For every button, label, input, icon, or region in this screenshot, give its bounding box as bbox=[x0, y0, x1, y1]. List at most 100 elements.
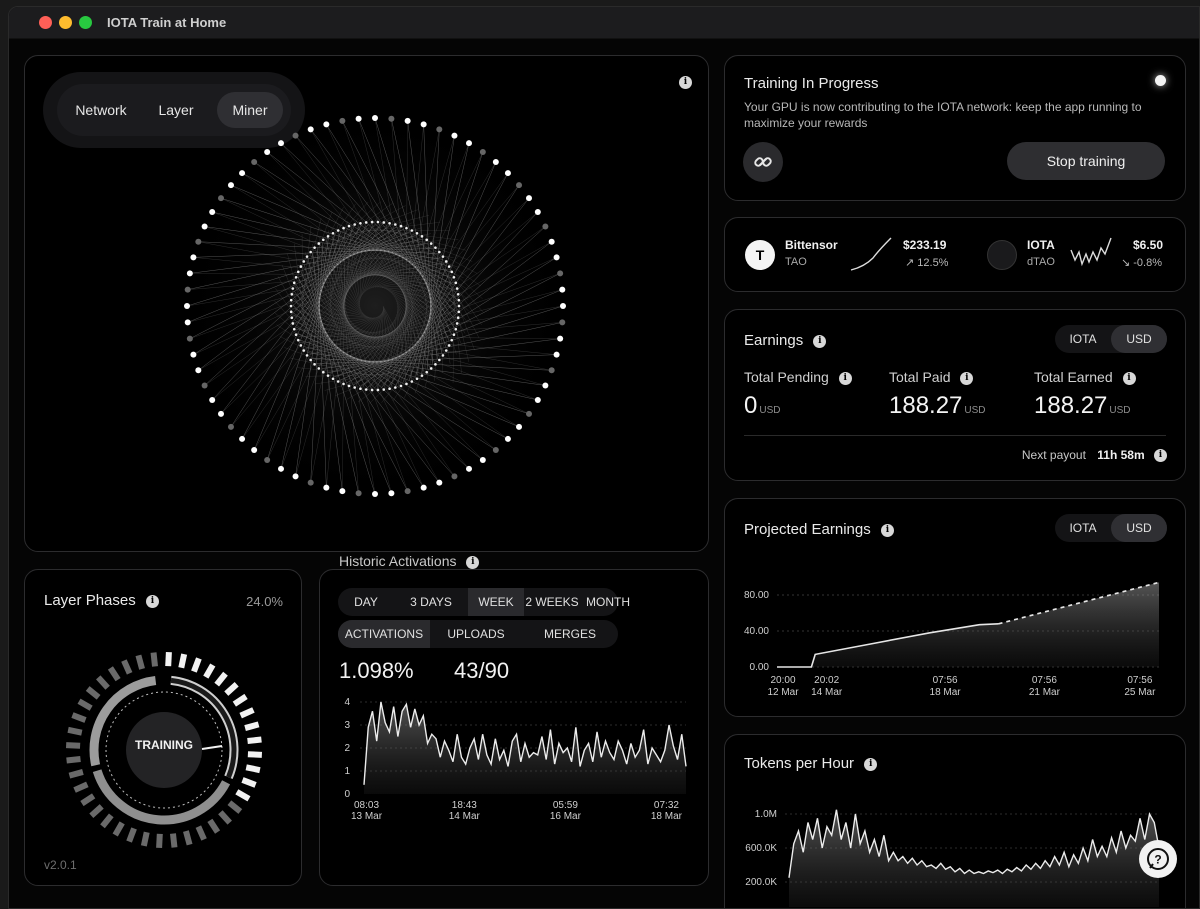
inner-node bbox=[387, 359, 390, 362]
spiral-strand bbox=[332, 264, 347, 310]
inner-node bbox=[364, 388, 368, 391]
spiral-strand bbox=[382, 310, 384, 345]
inner-node bbox=[454, 281, 458, 285]
phase-tick bbox=[165, 651, 172, 667]
inner-node bbox=[417, 269, 419, 271]
spiral-strand bbox=[361, 161, 497, 390]
inner-node bbox=[291, 287, 295, 290]
range-month[interactable]: MONTH bbox=[586, 595, 630, 609]
spiral-strand bbox=[330, 242, 337, 301]
view-switcher: Network Layer Miner bbox=[43, 72, 305, 148]
tokens-per-hour-chart: 1.0M 600.0K 200.0K bbox=[745, 809, 1160, 907]
info-icon[interactable]: i bbox=[1154, 449, 1167, 463]
range-day[interactable]: DAY bbox=[354, 595, 378, 609]
link-button[interactable] bbox=[743, 142, 783, 182]
spiral-strand bbox=[305, 207, 344, 280]
spiral-strand bbox=[397, 308, 403, 351]
info-icon[interactable]: i bbox=[145, 594, 159, 608]
range-week[interactable]: WEEK bbox=[468, 588, 524, 616]
metric-activations[interactable]: ACTIVATIONS bbox=[338, 620, 430, 648]
spiral-strand bbox=[360, 241, 552, 387]
spiral-strand bbox=[367, 256, 414, 275]
metric-uploads[interactable]: UPLOADS bbox=[447, 627, 505, 641]
toggle-iota[interactable]: IOTA bbox=[1069, 521, 1097, 535]
spiral-strand bbox=[414, 321, 440, 394]
toggle-iota[interactable]: IOTA bbox=[1069, 332, 1097, 346]
spiral-strand bbox=[299, 322, 563, 344]
stop-training-button[interactable]: Stop training bbox=[1007, 142, 1165, 180]
info-icon[interactable]: i bbox=[679, 76, 692, 89]
info-icon[interactable]: i bbox=[838, 371, 852, 385]
spiral-strand bbox=[392, 336, 435, 402]
inner-node bbox=[421, 334, 424, 337]
inner-node bbox=[429, 242, 433, 245]
spiral-strand bbox=[332, 344, 385, 362]
minimize-window-button[interactable] bbox=[59, 16, 72, 29]
spiral-strand bbox=[444, 269, 475, 351]
inner-node bbox=[447, 265, 451, 268]
spiral-strand bbox=[377, 280, 417, 288]
spiral-strand bbox=[345, 317, 377, 336]
zoom-window-button[interactable] bbox=[79, 16, 92, 29]
inner-node bbox=[289, 310, 293, 314]
inner-node bbox=[324, 278, 327, 281]
x-tick-label: 13 Mar bbox=[351, 811, 383, 822]
tab-miner[interactable]: Miner bbox=[217, 92, 283, 128]
tab-network[interactable]: Network bbox=[75, 102, 127, 118]
spiral-strand bbox=[309, 203, 356, 272]
activations-count: 43/90 bbox=[454, 658, 510, 683]
total-pending-label: Total Pending i bbox=[744, 369, 852, 385]
spiral-strand bbox=[334, 317, 371, 320]
spiral-strand bbox=[395, 298, 420, 333]
info-icon[interactable]: i bbox=[466, 555, 480, 569]
spiral-strand bbox=[401, 282, 440, 318]
projected-earnings-title-text: Projected Earnings bbox=[744, 521, 871, 538]
range-2-weeks[interactable]: 2 WEEKS bbox=[525, 595, 579, 609]
phase-tick bbox=[68, 769, 84, 779]
inner-node bbox=[441, 255, 445, 258]
spiral-strand bbox=[339, 209, 418, 240]
tab-layer[interactable]: Layer bbox=[158, 102, 194, 118]
spiral-strand bbox=[297, 333, 520, 428]
spiral-strand bbox=[307, 352, 546, 386]
help-button[interactable]: ? bbox=[1139, 840, 1177, 878]
spiral-strand bbox=[439, 298, 443, 373]
inner-node bbox=[339, 349, 342, 351]
close-window-button[interactable] bbox=[39, 16, 52, 29]
toggle-usd[interactable]: USD bbox=[1111, 514, 1167, 542]
spiral-strand bbox=[360, 260, 367, 299]
total-paid-label: Total Paid i bbox=[889, 369, 974, 385]
toggle-usd[interactable]: USD bbox=[1111, 325, 1167, 353]
info-icon[interactable]: i bbox=[864, 757, 878, 771]
outer-node bbox=[504, 170, 511, 177]
spiral-strand bbox=[293, 243, 306, 324]
spiral-strand bbox=[309, 253, 440, 483]
inner-node bbox=[347, 224, 351, 228]
inner-node bbox=[417, 341, 419, 343]
svg-text:?: ? bbox=[1154, 853, 1161, 867]
inner-node bbox=[359, 387, 362, 391]
inner-node bbox=[364, 221, 368, 224]
projected-line-forecast bbox=[998, 581, 1160, 625]
spiral-strand bbox=[386, 259, 447, 274]
spiral-strand bbox=[310, 129, 441, 359]
spiral-strand bbox=[374, 257, 436, 259]
outer-node bbox=[548, 238, 555, 245]
phase-tick bbox=[150, 652, 159, 667]
info-icon[interactable]: i bbox=[813, 334, 827, 348]
inner-node bbox=[391, 251, 394, 254]
spiral-strand bbox=[351, 244, 379, 286]
metric-merges[interactable]: MERGES bbox=[543, 627, 596, 641]
info-icon[interactable]: i bbox=[1122, 371, 1136, 385]
x-tick-label: 25 Mar bbox=[1124, 687, 1156, 698]
range-3-days[interactable]: 3 DAYS bbox=[410, 595, 452, 609]
info-icon[interactable]: i bbox=[960, 371, 974, 385]
layer-phases-percent: 24.0% bbox=[246, 594, 283, 609]
spiral-strand bbox=[427, 269, 466, 334]
spiral-strand bbox=[304, 319, 356, 343]
spiral-strand bbox=[241, 172, 457, 327]
spiral-strand bbox=[404, 120, 408, 385]
spiral-strand bbox=[358, 239, 415, 263]
info-icon[interactable]: i bbox=[880, 523, 894, 537]
spiral-strand bbox=[276, 324, 343, 369]
